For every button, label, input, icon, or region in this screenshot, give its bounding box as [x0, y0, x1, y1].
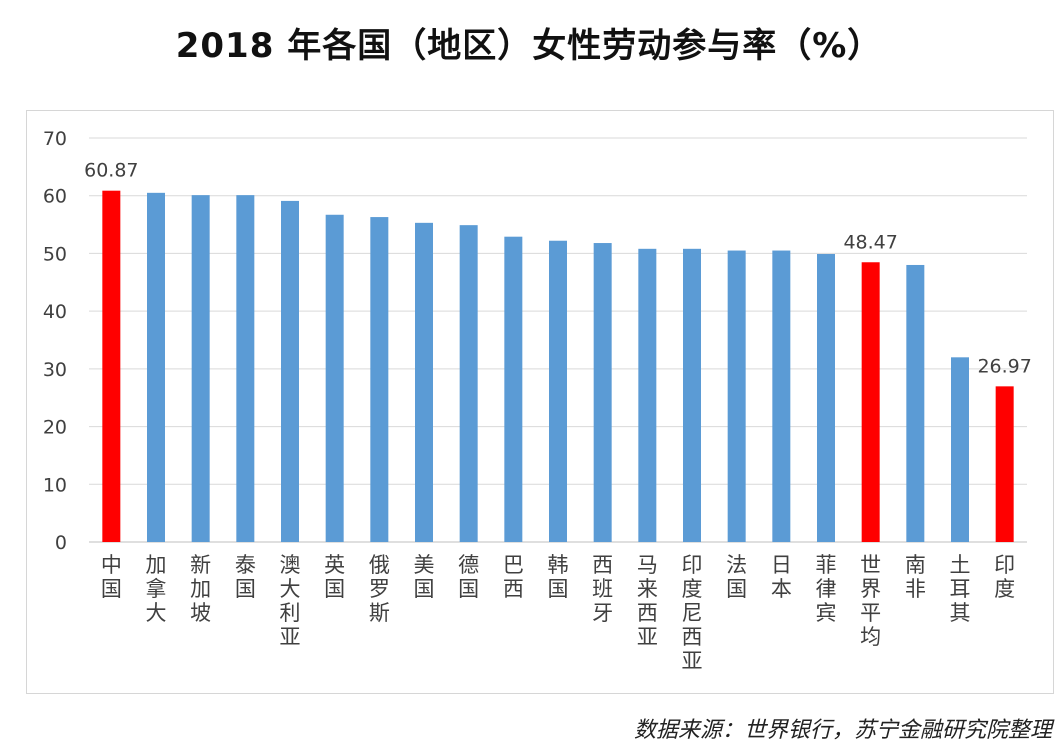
category-label: 印度尼西亚: [682, 553, 703, 673]
category-label: 英国: [324, 553, 345, 601]
bar-9: [459, 225, 478, 543]
category-label: 加拿大: [146, 553, 167, 625]
bar-21: [995, 386, 1014, 542]
bar-4: [236, 195, 255, 542]
category-label: 印度: [994, 553, 1015, 601]
data-label: 48.47: [843, 231, 897, 253]
y-tick-label: 10: [43, 474, 67, 496]
bar-1: [102, 190, 121, 542]
category-label: 土耳其: [950, 553, 971, 625]
category-label: 澳大利亚: [280, 553, 301, 649]
bars: [102, 190, 1014, 543]
category-label: 韩国: [548, 553, 569, 601]
category-label: 日本: [771, 553, 792, 601]
bar-11: [549, 240, 567, 542]
y-tick-label: 70: [43, 128, 67, 150]
bar-15: [727, 250, 746, 543]
y-tick-label: 20: [43, 417, 67, 439]
y-tick-label: 40: [43, 301, 67, 323]
bar-20: [951, 357, 969, 542]
data-label: 60.87: [84, 160, 138, 182]
category-label: 新加坡: [190, 553, 211, 625]
y-axis: 0 10 20 30 40 50 60 70: [43, 128, 67, 554]
y-tick-label: 60: [43, 186, 67, 208]
source-note: 数据来源：世界银行，苏宁金融研究院整理: [633, 718, 1052, 743]
bar-6: [325, 214, 344, 542]
bar-5: [281, 200, 299, 542]
chart-title: 2018 年各国（地区）女性劳动参与率（%）: [175, 26, 883, 66]
category-label: 菲律宾: [816, 553, 837, 625]
category-label: 西班牙: [592, 553, 613, 625]
bar-18: [861, 262, 880, 542]
bar-8: [415, 222, 433, 542]
category-label: 俄罗斯: [369, 553, 390, 625]
bar-10: [504, 236, 523, 542]
category-label: 南非: [905, 553, 926, 601]
bar-3: [191, 195, 210, 542]
category-label: 马来西亚: [637, 553, 658, 649]
category-label: 泰国: [235, 553, 256, 601]
chart-area: 0 10 20 30 40 50 60 70 60.87 48.47 26.97 中国 加拿大 新加坡…: [26, 110, 1054, 694]
category-label: 世界平均: [860, 553, 881, 649]
y-tick-label: 50: [43, 243, 67, 265]
category-label: 美国: [414, 553, 435, 601]
data-labels: 60.87 48.47 26.97: [84, 160, 1032, 378]
bar-7: [370, 217, 389, 542]
bar-16: [772, 250, 791, 543]
y-tick-label: 30: [43, 359, 67, 381]
category-label: 中国: [101, 553, 122, 601]
category-label: 巴西: [503, 553, 524, 601]
bar-17: [817, 254, 835, 542]
y-tick-label: 0: [55, 532, 67, 554]
bar-14: [683, 248, 701, 542]
category-label: 德国: [458, 553, 479, 601]
bar-13: [638, 248, 657, 542]
bar-chart: 0 10 20 30 40 50 60 70 60.87 48.47 26.97 中国 加拿大 新加坡…: [43, 128, 1032, 673]
data-label: 26.97: [977, 355, 1031, 377]
bar-2: [147, 192, 165, 542]
category-label: 法国: [726, 553, 747, 601]
bar-19: [906, 264, 925, 542]
bar-12: [593, 243, 612, 543]
